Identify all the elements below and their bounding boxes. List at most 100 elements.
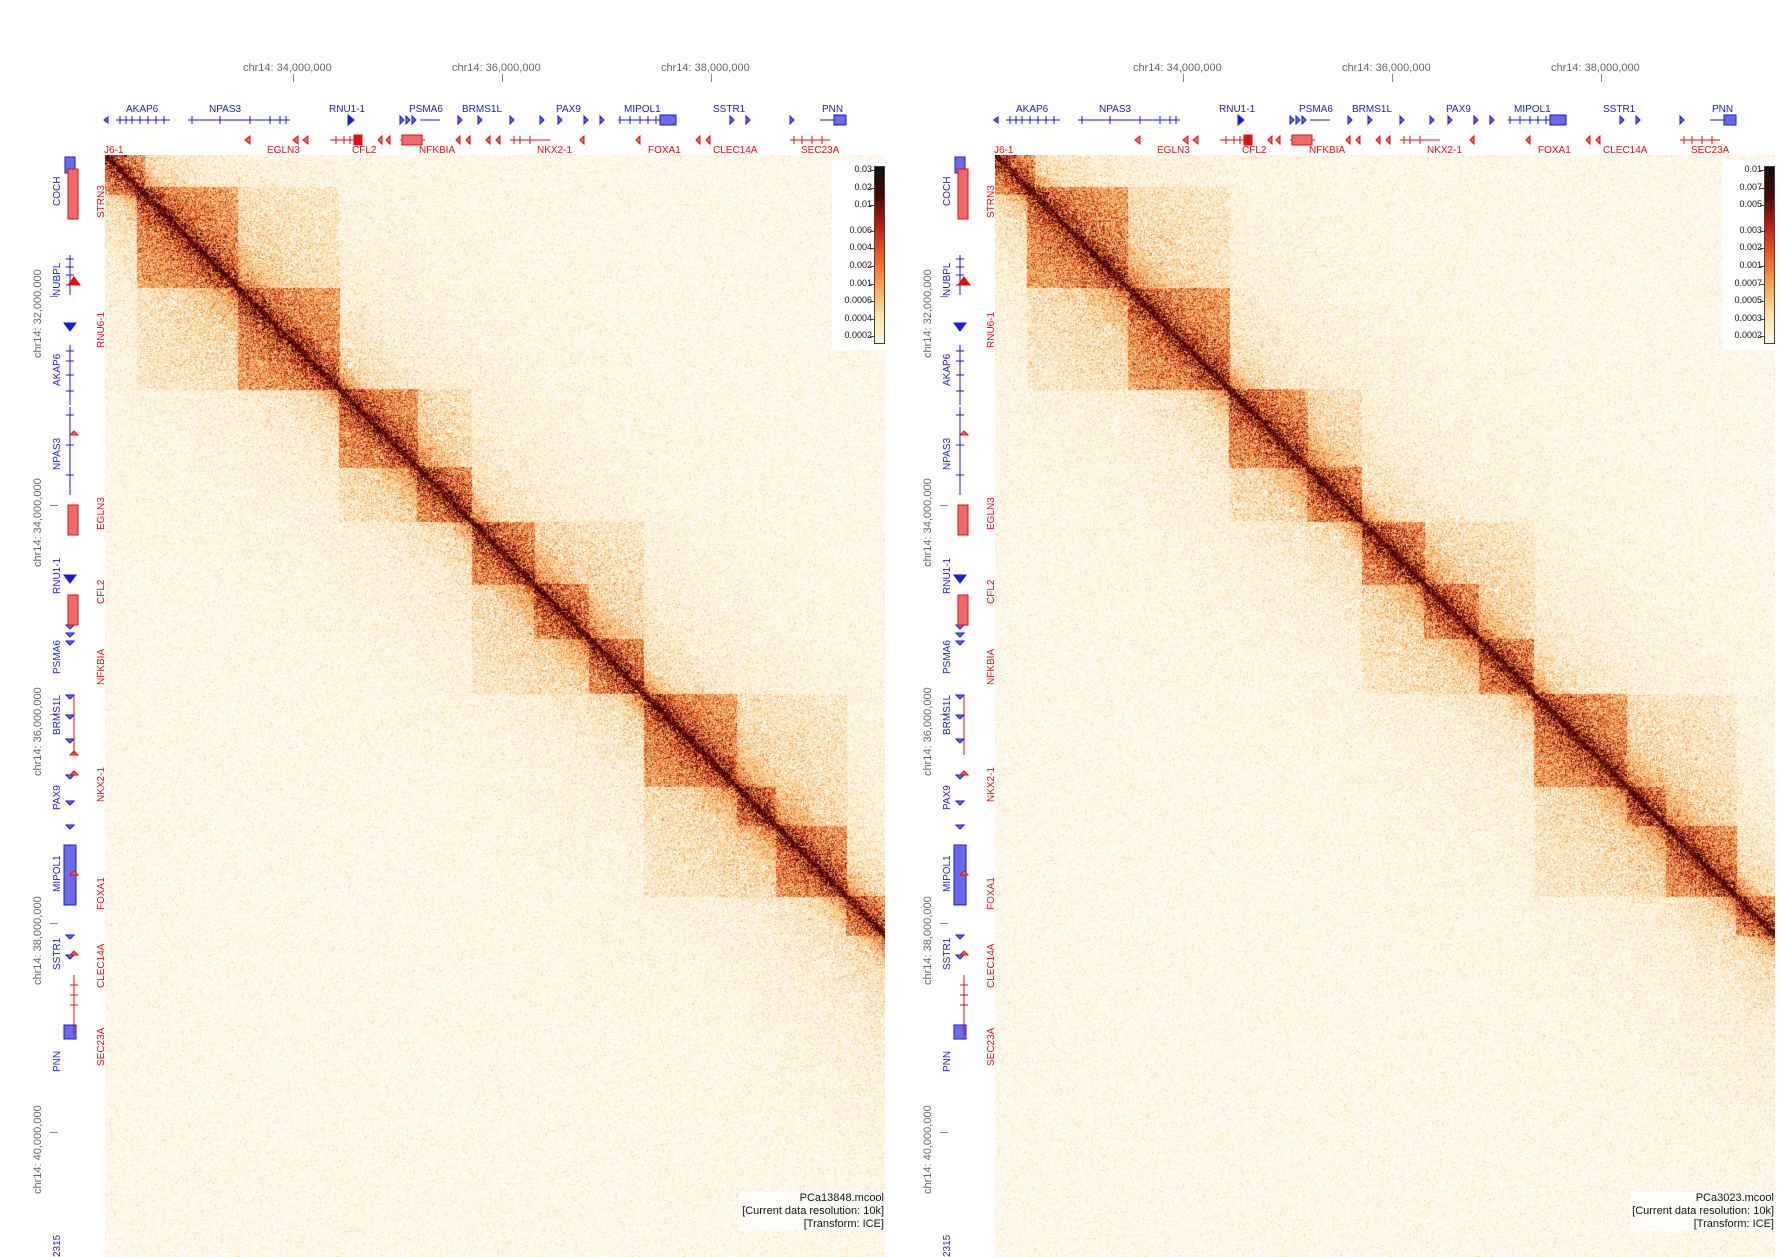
top-gene-label[interactable]: MIPOL1: [1514, 104, 1551, 115]
heatmap-canvas[interactable]: [105, 155, 885, 1257]
colorbar-label: 0.001: [849, 277, 872, 288]
colorbar-tick: [1760, 170, 1764, 171]
top-gene-label[interactable]: J6-1: [104, 145, 124, 156]
top-tick-label: chr14: 34,000,000: [1133, 62, 1222, 74]
left-tick-mark: [50, 714, 58, 715]
top-gene-label[interactable]: RNU1-1: [1219, 104, 1256, 115]
colorbar: 0.01 0.007 0.005 0.003 0.002 0.001 0.0007 0.000…: [1722, 160, 1776, 350]
colorbar-tick: [1760, 266, 1764, 267]
colorbar-tick: [870, 301, 874, 303]
top-gene-label[interactable]: PSMA6: [1299, 104, 1333, 115]
left-tick-mark: [50, 505, 58, 506]
top-tick-mark: [502, 74, 503, 82]
top-gene-label[interactable]: J6-1: [994, 145, 1014, 156]
left-tick-mark: [940, 923, 948, 924]
top-tick-mark: [1601, 74, 1602, 82]
top-gene-label[interactable]: AKAP6: [1016, 104, 1049, 115]
colorbar-label: 0.002: [1739, 242, 1762, 253]
dataset-filename: PCa3023.mcool: [1695, 1192, 1774, 1204]
top-gene-label[interactable]: CLEC14A: [1603, 145, 1648, 156]
top-gene-label[interactable]: SSTR1: [713, 104, 746, 115]
top-gene-label[interactable]: SEC23A: [801, 145, 840, 156]
colorbar-tick: [1760, 230, 1764, 232]
colorbar-label: 0.0003: [1734, 312, 1762, 323]
dataset-transform: [Transform: ICE]: [1693, 1218, 1774, 1230]
top-gene-label[interactable]: RNU1-1: [329, 104, 366, 115]
colorbar-gradient: [1764, 166, 1775, 344]
colorbar-label: 0.007: [1739, 181, 1762, 192]
left-coordinate-axis: chr14: 32,000,000 chr14: 34,000,000 chr1…: [0, 0, 60, 1257]
colorbar-tick: [870, 170, 874, 171]
left-tick-mark: [50, 1132, 58, 1133]
top-tick-label: chr14: 36,000,000: [452, 62, 541, 74]
top-gene-label[interactable]: MIPOL1: [624, 104, 661, 115]
top-gene-label[interactable]: CFL2: [352, 145, 377, 156]
top-gene-label[interactable]: CFL2: [1242, 145, 1267, 156]
top-gene-label[interactable]: NFKBIA: [1309, 145, 1346, 156]
colorbar: 0.03 0.02 0.01 0.006 0.004 0.002 0.001 0.0006 0.…: [832, 160, 886, 350]
top-gene-label[interactable]: FOXA1: [648, 145, 681, 156]
colorbar-tick: [1760, 187, 1764, 189]
colorbar-label: 0.0006: [844, 295, 872, 306]
top-gene-label[interactable]: NFKBIA: [419, 145, 456, 156]
top-gene-label[interactable]: NPAS3: [1099, 104, 1132, 115]
top-gene-label[interactable]: BRMS1L: [462, 104, 503, 115]
left-tick-mark: [50, 296, 58, 297]
heatmap-canvas[interactable]: [995, 155, 1775, 1257]
contact-heatmap[interactable]: [995, 155, 1775, 1257]
top-gene-label[interactable]: SSTR1: [1603, 104, 1636, 115]
left-tick-mark: [940, 1132, 948, 1133]
top-gene-label[interactable]: PSMA6: [409, 104, 443, 115]
left-tick-label: chr14: 36,000,000: [922, 687, 934, 776]
contact-heatmap[interactable]: [105, 155, 885, 1257]
top-gene-glyphs: [103, 113, 847, 146]
top-gene-label[interactable]: EGLN3: [1157, 145, 1190, 156]
left-tick-label: chr14: 34,000,000: [922, 478, 934, 567]
colorbar-label: 0.0004: [844, 312, 872, 323]
colorbar-label: 0.001: [1739, 260, 1762, 270]
top-tick-label: chr14: 38,000,000: [1551, 62, 1640, 74]
colorbar-tick: [1760, 248, 1764, 250]
top-gene-label[interactable]: EGLN3: [267, 145, 300, 156]
left-tick-mark: [940, 505, 948, 506]
colorbar-label: 0.0002: [844, 330, 872, 341]
dataset-resolution: [Current data resolution: 10k]: [742, 1205, 884, 1217]
top-gene-label[interactable]: CLEC14A: [713, 145, 758, 156]
left-tick-label: chr14: 34,000,000: [32, 478, 44, 567]
left-tick-label: chr14: 40,000,000: [32, 1105, 44, 1194]
top-gene-label[interactable]: PNN: [822, 104, 844, 115]
colorbar-tick: [870, 187, 874, 189]
colorbar-label: 0.03: [854, 164, 872, 174]
top-coordinate-axis: chr14: 34,000,000 chr14: 36,000,000 chr1…: [0, 0, 890, 90]
colorbar-tick: [870, 205, 874, 207]
top-gene-label[interactable]: FOXA1: [1538, 145, 1571, 156]
left-tick-mark: [50, 923, 58, 924]
left-tick-label: chr14: 36,000,000: [32, 687, 44, 776]
top-gene-label[interactable]: BRMS1L: [1352, 104, 1393, 115]
top-gene-label[interactable]: AKAP6: [126, 104, 159, 115]
top-gene-label[interactable]: PAX9: [556, 104, 581, 115]
dataset-caption: PCa3023.mcool [Current data resolution: …: [1630, 1192, 1776, 1231]
top-coordinate-axis: chr14: 34,000,000 chr14: 36,000,000 chr1…: [890, 0, 1780, 90]
colorbar-tick: [1760, 336, 1764, 338]
colorbar-tick: [1760, 283, 1764, 285]
left-tick-label: chr14: 40,000,000: [922, 1105, 934, 1194]
left-tick-label: chr14: 32,000,000: [32, 269, 44, 358]
top-gene-label[interactable]: PAX9: [1446, 104, 1471, 115]
top-gene-label[interactable]: NKX2-1: [1427, 145, 1463, 156]
top-tick-mark: [711, 74, 712, 82]
top-gene-label[interactable]: NKX2-1: [537, 145, 573, 156]
top-gene-label[interactable]: SEC23A: [1691, 145, 1730, 156]
hic-panel-right: chr14: 34,000,000 chr14: 36,000,000 chr1…: [890, 0, 1780, 1257]
colorbar-label: 0.0002: [1734, 330, 1762, 341]
top-gene-label[interactable]: PNN: [1712, 104, 1734, 115]
top-tick-label: chr14: 38,000,000: [661, 62, 750, 74]
top-gene-label[interactable]: NPAS3: [209, 104, 242, 115]
left-tick-label: chr14: 38,000,000: [922, 896, 934, 985]
left-coordinate-axis: chr14: 32,000,000 chr14: 34,000,000 chr1…: [890, 0, 950, 1257]
left-tick-label: chr14: 38,000,000: [32, 896, 44, 985]
dataset-resolution: [Current data resolution: 10k]: [1632, 1205, 1774, 1217]
colorbar-label: 0.004: [849, 242, 872, 253]
left-tick-mark: [940, 296, 948, 297]
colorbar-tick: [1760, 318, 1764, 320]
